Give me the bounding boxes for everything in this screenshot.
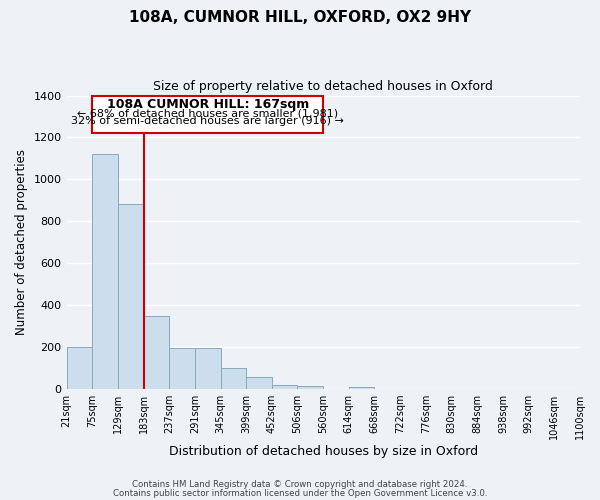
Text: ← 68% of detached houses are smaller (1,981): ← 68% of detached houses are smaller (1,… <box>77 108 338 118</box>
X-axis label: Distribution of detached houses by size in Oxford: Distribution of detached houses by size … <box>169 444 478 458</box>
Text: 32% of semi-detached houses are larger (916) →: 32% of semi-detached houses are larger (… <box>71 116 344 126</box>
Text: 108A, CUMNOR HILL, OXFORD, OX2 9HY: 108A, CUMNOR HILL, OXFORD, OX2 9HY <box>129 10 471 25</box>
Text: Contains public sector information licensed under the Open Government Licence v3: Contains public sector information licen… <box>113 489 487 498</box>
FancyBboxPatch shape <box>92 96 323 134</box>
Text: 108A CUMNOR HILL: 167sqm: 108A CUMNOR HILL: 167sqm <box>107 98 309 111</box>
Bar <box>247 378 272 389</box>
Bar <box>143 316 169 389</box>
Bar <box>92 154 118 389</box>
Bar <box>169 348 195 389</box>
Bar <box>67 347 92 389</box>
Title: Size of property relative to detached houses in Oxford: Size of property relative to detached ho… <box>154 80 493 93</box>
Bar <box>349 386 374 389</box>
Bar <box>195 348 221 389</box>
Bar <box>221 368 247 389</box>
Text: Contains HM Land Registry data © Crown copyright and database right 2024.: Contains HM Land Registry data © Crown c… <box>132 480 468 489</box>
Bar <box>298 386 323 389</box>
Bar <box>272 384 298 389</box>
Bar <box>118 204 143 389</box>
Y-axis label: Number of detached properties: Number of detached properties <box>15 149 28 335</box>
